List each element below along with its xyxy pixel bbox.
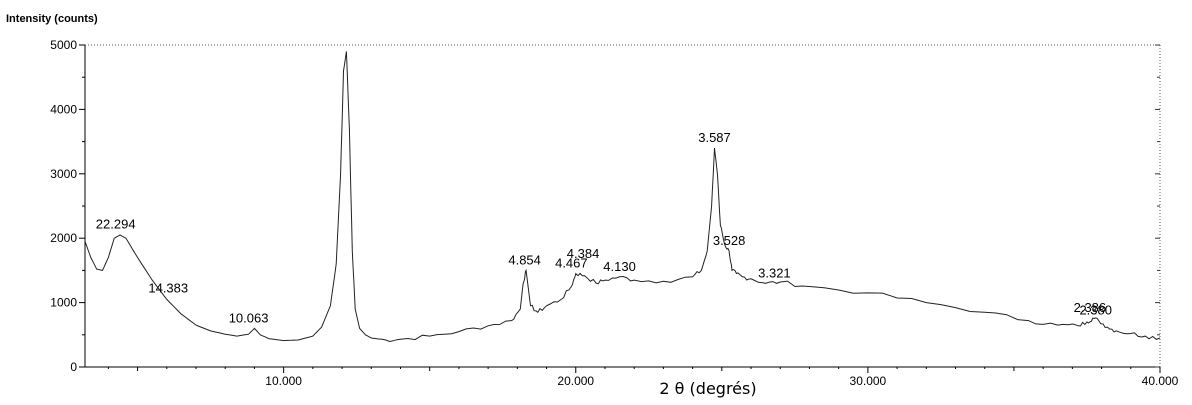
peak-label: 3.321 xyxy=(758,265,791,280)
y-axis-title: Intensity (counts) xyxy=(6,13,98,25)
peak-label: 2.386 xyxy=(1074,300,1107,315)
series-line xyxy=(84,51,1161,343)
peak-label: 4.130 xyxy=(603,259,636,274)
peak-label: 3.528 xyxy=(713,233,746,248)
y-tick-label: 0 xyxy=(70,360,77,374)
x-axis-title: 2 θ (degrés) xyxy=(659,379,756,398)
x-tick-label: 30.000 xyxy=(850,374,887,388)
x-axis-ticks: 10.000 20.000 30.000 40.000 xyxy=(107,367,1179,388)
peak-label: 4.854 xyxy=(508,252,541,267)
peak-label: 10.063 xyxy=(229,310,269,325)
peak-label: 3.587 xyxy=(698,130,731,145)
peak-label: 4.384 xyxy=(567,246,600,261)
y-axis-ticks: 0 1000 2000 3000 4000 5000 xyxy=(50,38,1160,374)
y-tick-label: 3000 xyxy=(50,167,77,181)
x-tick-label: 10.000 xyxy=(265,374,302,388)
y-tick-label: 2000 xyxy=(50,231,77,245)
y-tick-label: 1000 xyxy=(50,296,77,310)
x-tick-label: 20.000 xyxy=(557,374,594,388)
peak-label: 14.383 xyxy=(148,281,188,296)
peak-label: 2.380 xyxy=(1079,303,1112,318)
x-tick-label: 40.000 xyxy=(1142,374,1179,388)
peak-label: 4.467 xyxy=(555,256,588,271)
peak-label: 22.294 xyxy=(96,216,136,231)
y-tick-label: 4000 xyxy=(50,102,77,116)
y-tick-label: 5000 xyxy=(50,38,77,52)
